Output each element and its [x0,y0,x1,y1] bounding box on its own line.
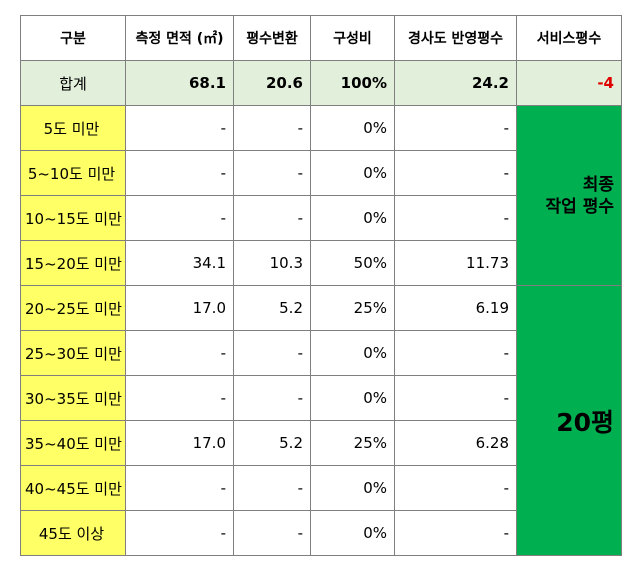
row-pyeong: - [233,375,311,421]
row-slope-pyeong: - [394,105,517,151]
row-slope-pyeong: - [394,330,517,376]
row-ratio: 0% [310,510,395,556]
row-label: 15~20도 미만 [20,240,126,286]
row-slope-pyeong: - [394,510,517,556]
total-label: 합계 [20,60,126,106]
row-pyeong: - [233,330,311,376]
total-service: -4 [516,60,622,106]
row-pyeong: - [233,105,311,151]
final-value: 20평 [556,407,614,437]
row-label: 40~45도 미만 [20,465,126,511]
total-pyeong: 20.6 [233,60,311,106]
row-slope-pyeong: - [394,465,517,511]
header-row: 구분 측정 면적 (㎡) 평수변환 구성비 경사도 반영평수 서비스평수 [20,15,622,61]
row-ratio: 0% [310,375,395,421]
row-ratio: 0% [310,465,395,511]
row-pyeong: - [233,195,311,241]
final-label-line2: 작업 평수 [545,196,614,217]
row-pyeong: - [233,150,311,196]
row-area: - [125,150,234,196]
total-row: 합계 68.1 20.6 100% 24.2 -4 [20,60,622,106]
final-label-cell: 최종 작업 평수 [516,105,622,286]
row-slope-pyeong: 6.19 [394,285,517,331]
table-row: 15~20도 미만 34.1 10.3 50% 11.73 [20,240,622,286]
row-pyeong: - [233,465,311,511]
row-area: - [125,195,234,241]
row-area: - [125,375,234,421]
header-service-pyeong: 서비스평수 [516,15,622,61]
row-label: 45도 이상 [20,510,126,556]
row-slope-pyeong: 6.28 [394,420,517,466]
row-label: 30~35도 미만 [20,375,126,421]
row-area: 17.0 [125,285,234,331]
table-row: 20~25도 미만 17.0 5.2 25% 6.19 20평 [20,285,622,556]
slope-area-table: 구분 측정 면적 (㎡) 평수변환 구성비 경사도 반영평수 서비스평수 합계 … [20,15,622,556]
row-ratio: 0% [310,330,395,376]
header-pyeong-conversion: 평수변환 [233,15,311,61]
header-measured-area: 측정 면적 (㎡) [125,15,234,61]
row-pyeong: 5.2 [233,285,311,331]
header-ratio: 구성비 [310,15,395,61]
total-slope-pyeong: 24.2 [394,60,517,106]
row-area: - [125,330,234,376]
row-label: 5도 미만 [20,105,126,151]
table-row: 30~35도 미만 - - 0% - [20,375,622,421]
row-area: - [125,465,234,511]
row-ratio: 0% [310,195,395,241]
table-row: 5도 미만 - - 0% - 최종 작업 평수 [20,105,622,286]
row-ratio: 0% [310,150,395,196]
row-slope-pyeong: - [394,150,517,196]
table-row: 40~45도 미만 - - 0% - [20,465,622,511]
row-label: 5~10도 미만 [20,150,126,196]
row-label: 25~30도 미만 [20,330,126,376]
row-slope-pyeong: - [394,195,517,241]
row-pyeong: 5.2 [233,420,311,466]
final-value-cell: 20평 [516,285,622,556]
total-ratio: 100% [310,60,395,106]
table-row: 45도 이상 - - 0% - [20,510,622,556]
row-pyeong: 10.3 [233,240,311,286]
row-area: 17.0 [125,420,234,466]
row-pyeong: - [233,510,311,556]
header-category: 구분 [20,15,126,61]
row-area: - [125,510,234,556]
row-ratio: 0% [310,105,395,151]
row-label: 35~40도 미만 [20,420,126,466]
row-ratio: 25% [310,285,395,331]
row-area: 34.1 [125,240,234,286]
row-slope-pyeong: - [394,375,517,421]
row-slope-pyeong: 11.73 [394,240,517,286]
row-label: 20~25도 미만 [20,285,126,331]
final-label-line1: 최종 [582,174,614,195]
row-ratio: 25% [310,420,395,466]
row-area: - [125,105,234,151]
row-ratio: 50% [310,240,395,286]
total-area: 68.1 [125,60,234,106]
header-slope-pyeong: 경사도 반영평수 [394,15,517,61]
row-label: 10~15도 미만 [20,195,126,241]
table-row: 5~10도 미만 - - 0% - [20,150,622,196]
